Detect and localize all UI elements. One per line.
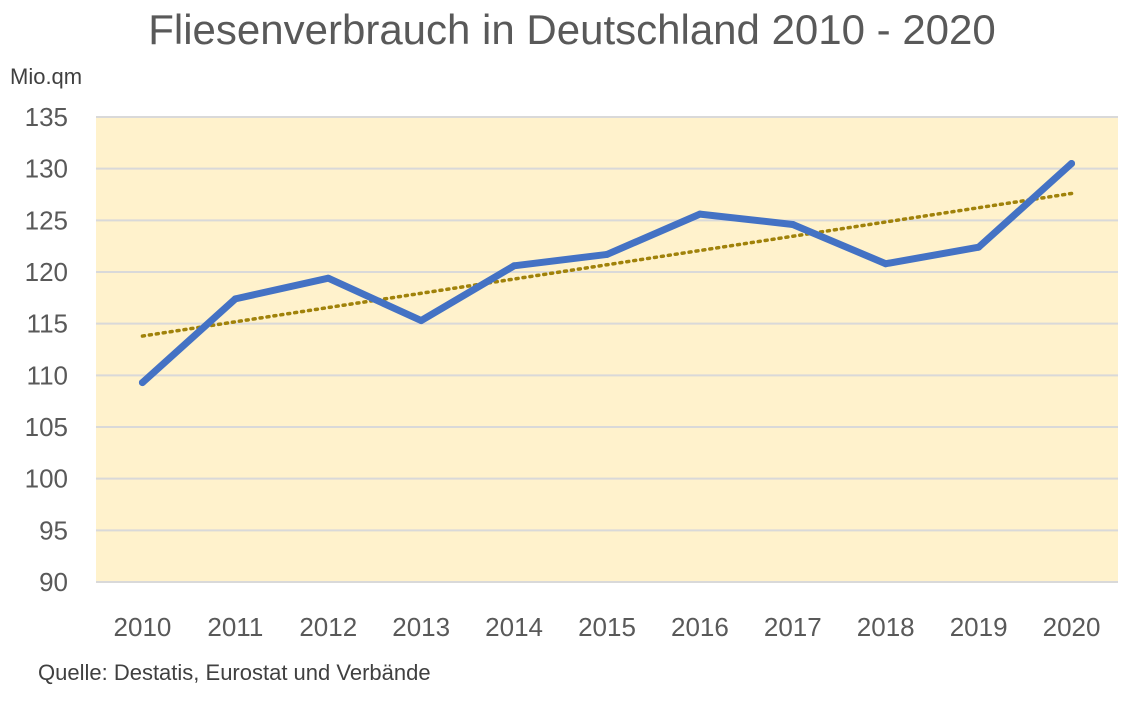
y-tick-label: 125 (25, 205, 68, 235)
y-tick-label: 130 (25, 154, 68, 184)
data-point (1068, 160, 1076, 167)
data-point (789, 220, 797, 228)
gridlines (96, 116, 1118, 583)
y-axis-ticks: 90 95 100 105 110 115 120 125 130 135 (25, 102, 68, 597)
x-tick-label: 2010 (114, 612, 172, 642)
y-tick-label: 115 (27, 309, 68, 339)
x-tick-label: 2017 (764, 612, 822, 642)
x-tick-label: 2019 (950, 612, 1008, 642)
y-tick-label: 135 (25, 102, 68, 132)
data-point (324, 274, 332, 282)
y-tick-label: 90 (39, 567, 68, 597)
chart-title: Fliesenverbrauch in Deutschland 2010 - 2… (148, 6, 996, 53)
x-tick-label: 2015 (578, 612, 636, 642)
data-point (882, 260, 890, 268)
data-point (138, 379, 146, 387)
x-tick-label: 2013 (392, 612, 450, 642)
y-axis-unit-label: Mio.qm (10, 64, 83, 89)
y-tick-label: 120 (25, 257, 68, 287)
data-point (417, 317, 425, 325)
plot-area (96, 117, 1118, 582)
y-tick-label: 105 (25, 412, 68, 442)
trendline (140, 191, 1074, 338)
x-tick-label: 2020 (1043, 612, 1101, 642)
x-tick-label: 2014 (485, 612, 543, 642)
y-tick-label: 100 (25, 464, 68, 494)
data-points (138, 160, 1076, 387)
data-point (603, 250, 611, 258)
data-point (231, 295, 239, 303)
x-tick-label: 2012 (299, 612, 357, 642)
x-axis-ticks: 2010 2011 2012 2013 2014 2015 2016 2017 2018 2019… (114, 612, 1101, 642)
x-tick-label: 2018 (857, 612, 915, 642)
data-point (975, 243, 983, 251)
y-tick-label: 95 (39, 515, 68, 545)
x-tick-label: 2016 (671, 612, 729, 642)
source-note: Quelle: Destatis, Eurostat und Verbände (38, 660, 431, 685)
y-tick-label: 110 (27, 360, 68, 390)
data-point (696, 210, 704, 218)
data-point (510, 262, 518, 270)
x-tick-label: 2011 (207, 612, 263, 642)
